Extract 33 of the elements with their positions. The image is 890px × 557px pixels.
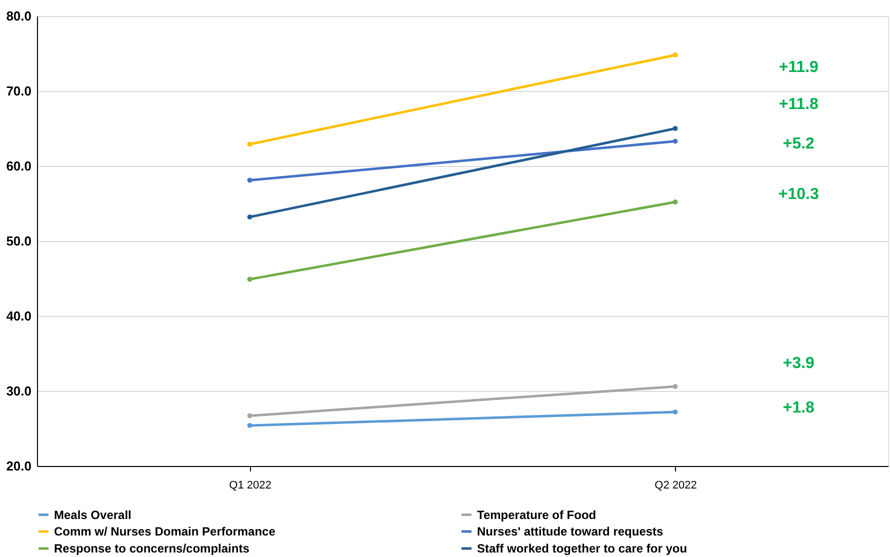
y-tick-label: 70.0 [6,84,32,98]
point [672,200,678,204]
x-tick-label: Q2 2022 [654,480,697,492]
legend-label: Nurses' attitude toward requests [477,524,664,538]
point [672,138,678,144]
annotation: +3.9 [782,354,815,372]
point [247,214,252,220]
annotation: +1.8 [782,400,815,416]
point [672,52,678,58]
point [672,126,678,131]
legend-label: Comm w/ Nurses Domain Performance [54,524,276,538]
legend-label: Meals Overall [54,508,132,522]
y-tick-label: 20.0 [6,458,32,474]
annotation: +11.8 [778,96,819,114]
annotation: +11.9 [778,58,819,76]
annotation: +10.3 [778,186,819,204]
legend-label: Response to concerns/complaints [54,542,250,556]
legend-label: Temperature of Food [477,508,596,522]
point [247,178,252,183]
x-tick-label: Q1 2022 [229,480,272,492]
point [247,413,252,418]
point [672,410,678,414]
point [247,142,252,147]
y-tick-label: 60.0 [6,158,32,174]
annotation: +5.2 [782,135,815,152]
y-tick-label: 30.0 [6,384,32,398]
y-tick-label: 50.0 [6,234,32,248]
point [247,276,252,282]
legend-label: Staff worked together to care for you [477,542,688,556]
y-tick-label: 80.0 [6,8,32,24]
point [672,384,678,389]
point [247,423,252,428]
y-tick-label: 40.0 [6,308,32,324]
